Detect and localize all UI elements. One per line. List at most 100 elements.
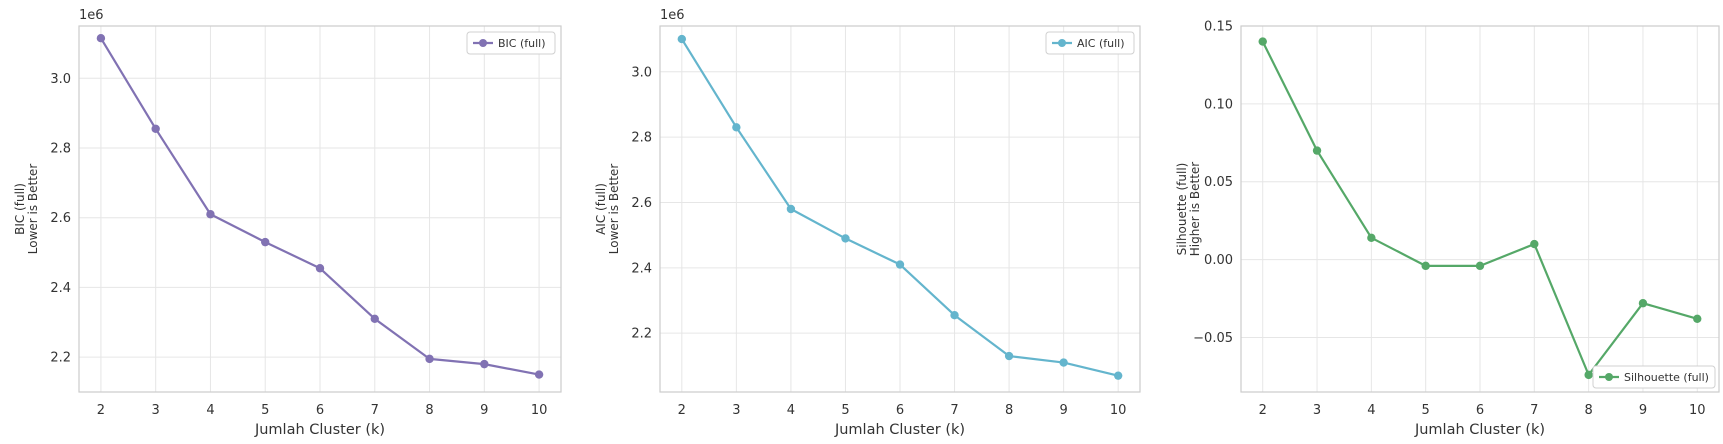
x-tick-label: 6 xyxy=(316,403,324,418)
y-axis-label: Silhouette (full)Higher is Better xyxy=(1175,162,1202,257)
x-tick-label: 2 xyxy=(97,403,105,418)
data-point xyxy=(732,123,741,132)
legend-swatch-marker xyxy=(1058,39,1066,47)
legend-label: AIC (full) xyxy=(1077,37,1125,50)
y-tick-label: 0.05 xyxy=(1204,175,1233,190)
x-tick-label: 9 xyxy=(1639,403,1647,418)
y-tick-label: 2.8 xyxy=(631,131,652,146)
legend-label: BIC (full) xyxy=(498,37,546,50)
x-tick-label: 9 xyxy=(1059,403,1067,418)
y-tick-label: 2.4 xyxy=(631,261,652,276)
legend-frame xyxy=(466,31,556,55)
legend-frame xyxy=(1045,31,1135,55)
data-point xyxy=(1638,299,1648,308)
y-axis-label-line: BIC (full) xyxy=(13,183,27,235)
data-point xyxy=(370,314,379,323)
data-point xyxy=(480,359,489,369)
y-tick-label: 3.0 xyxy=(631,65,652,80)
data-point xyxy=(1693,314,1702,323)
y-tick-label: 2.6 xyxy=(631,196,652,211)
legend: AIC (full) xyxy=(1045,31,1135,55)
x-tick-label: 10 xyxy=(1110,403,1127,418)
legend: BIC (full) xyxy=(466,31,556,55)
y-tick-label: 2.6 xyxy=(50,211,71,226)
y-tick-label: 0.10 xyxy=(1204,97,1233,112)
x-tick-label: 6 xyxy=(1476,403,1484,418)
data-point xyxy=(1312,146,1322,155)
x-tick-label: 6 xyxy=(896,403,904,418)
y-tick-label: 2.2 xyxy=(50,351,71,366)
x-axis-label: Jumlah Cluster (k) xyxy=(1414,422,1545,438)
x-tick-label: 9 xyxy=(480,403,488,418)
x-tick-label: 4 xyxy=(1367,403,1375,418)
legend-swatch-marker xyxy=(1605,373,1613,381)
y-axis-label-line: Silhouette (full) xyxy=(1175,163,1189,256)
x-tick-label: 8 xyxy=(425,403,433,418)
data-point xyxy=(1113,371,1123,380)
y-tick-label: −0.05 xyxy=(1193,331,1233,346)
y-tick-label: 2.8 xyxy=(50,142,71,157)
legend-swatch-marker xyxy=(479,39,487,47)
plot-frame xyxy=(78,25,562,393)
x-tick-label: 7 xyxy=(950,403,958,418)
x-tick-label: 8 xyxy=(1584,403,1592,418)
x-tick-label: 7 xyxy=(1530,403,1538,418)
scale-offset-label: 1e6 xyxy=(660,8,685,23)
data-point xyxy=(1059,358,1068,367)
data-point xyxy=(677,34,687,44)
data-point xyxy=(1584,370,1593,380)
x-tick-label: 3 xyxy=(1313,403,1321,418)
x-tick-label: 10 xyxy=(531,403,548,418)
x-tick-label: 3 xyxy=(732,403,740,418)
data-point xyxy=(1258,37,1267,46)
y-axis-label: BIC (full)Lower is Better xyxy=(13,164,40,255)
data-point xyxy=(534,370,544,379)
x-tick-label: 5 xyxy=(841,403,849,418)
data-point xyxy=(425,354,434,364)
plot-frame xyxy=(659,25,1141,393)
x-tick-label: 10 xyxy=(1689,403,1706,418)
data-point xyxy=(1004,351,1014,361)
data-point xyxy=(950,311,959,320)
data-point xyxy=(315,264,325,273)
x-tick-label: 7 xyxy=(371,403,379,418)
data-point xyxy=(96,34,106,43)
data-point xyxy=(1530,239,1539,249)
data-point xyxy=(151,124,160,134)
y-axis-label-line: AIC (full) xyxy=(594,183,608,235)
x-tick-label: 2 xyxy=(678,403,686,418)
x-tick-label: 3 xyxy=(152,403,160,418)
y-axis-label-line: Higher is Better xyxy=(1188,162,1202,257)
x-tick-label: 4 xyxy=(787,403,795,418)
x-tick-label: 5 xyxy=(261,403,269,418)
data-point xyxy=(1475,261,1485,271)
x-axis-label: Jumlah Cluster (k) xyxy=(254,422,385,438)
plot-frame xyxy=(1240,25,1720,393)
x-tick-label: 5 xyxy=(1422,403,1430,418)
scale-offset-label: 1e6 xyxy=(79,8,104,23)
data-point xyxy=(261,237,270,247)
y-tick-label: 0.00 xyxy=(1204,253,1233,268)
chart-panel-3: 2 3 4 5 6 7 8 9 10 −0.05 0.00 0.05 0.10 0.15 Jumlah Cl… xyxy=(1175,20,1720,438)
y-axis-label-line: Lower is Better xyxy=(607,164,621,255)
chart-panel-1: 2 3 4 5 6 7 8 9 10 2.2 2.4 2.6 2.8 3.0 1e6 Jumlah Clust… xyxy=(13,8,562,438)
y-tick-label: 3.0 xyxy=(50,72,71,87)
legend-label: Silhouette (full) xyxy=(1624,371,1709,384)
data-point xyxy=(786,204,796,214)
data-point xyxy=(1367,233,1376,243)
y-tick-label: 2.2 xyxy=(631,327,652,342)
data-point xyxy=(841,234,850,243)
chart-panel-2: 2 3 4 5 6 7 8 9 10 2.2 2.4 2.6 2.8 3.0 1e6 Jumlah Clust… xyxy=(594,8,1141,438)
legend: Silhouette (full) xyxy=(1592,365,1716,389)
x-tick-label: 2 xyxy=(1259,403,1267,418)
y-tick-label: 2.4 xyxy=(50,281,71,296)
data-point xyxy=(895,260,905,269)
x-tick-label: 8 xyxy=(1005,403,1013,418)
y-axis-label: AIC (full)Lower is Better xyxy=(594,164,621,255)
legend-frame xyxy=(1592,365,1716,389)
data-point xyxy=(206,210,215,219)
y-tick-label: 0.15 xyxy=(1204,20,1233,35)
y-axis-label-line: Lower is Better xyxy=(26,164,40,255)
x-tick-label: 4 xyxy=(206,403,214,418)
